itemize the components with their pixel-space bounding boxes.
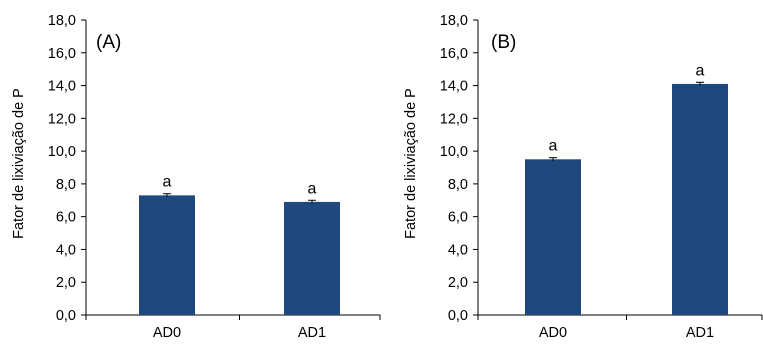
y-tick-label: 6,0 [448, 210, 468, 226]
y-axis-label: Fator de lixiviação de P [403, 88, 419, 239]
x-category-label: AD1 [298, 325, 326, 341]
panel-label: (A) [96, 32, 121, 53]
x-category-label: AD1 [686, 325, 714, 341]
significance-letter: a [163, 174, 172, 191]
x-category-label: AD0 [539, 325, 567, 341]
y-tick-label: 16,0 [48, 46, 76, 62]
y-tick-label: 2,0 [448, 275, 468, 291]
significance-letter: a [696, 62, 705, 79]
y-tick-label: 10,0 [440, 144, 468, 160]
y-tick-label: 16,0 [440, 46, 468, 62]
x-category-label: AD0 [153, 325, 181, 341]
y-tick-label: 12,0 [440, 111, 468, 127]
significance-letter: a [308, 180, 317, 197]
y-tick-label: 4,0 [56, 242, 76, 258]
y-tick-label: 4,0 [448, 242, 468, 258]
chart-panel-a: 0,0 2,0 4,0 6,0 8,0 10,0 12,0 14,0 16,0 18,0 Fator… [11, 13, 381, 341]
chart-panel-b: 0,0 2,0 4,0 6,0 8,0 10,0 12,0 14,0 16,0 18,0 Fator… [403, 13, 763, 341]
y-tick-label: 18,0 [440, 13, 468, 29]
y-axis-label: Fator de lixiviação de P [11, 88, 27, 239]
y-tick-label: 8,0 [448, 177, 468, 193]
y-tick-label: 12,0 [48, 111, 76, 127]
bar-ad0 [525, 159, 581, 315]
y-tick-label: 2,0 [56, 275, 76, 291]
bar-ad1 [284, 201, 340, 315]
y-tick-label: 6,0 [56, 210, 76, 226]
y-tick-label: 10,0 [48, 144, 76, 160]
y-tick-label: 14,0 [48, 79, 76, 95]
y-tick-label: 8,0 [56, 177, 76, 193]
y-tick-label: 0,0 [56, 308, 76, 324]
y-tick-label: 0,0 [448, 308, 468, 324]
bar-ad0 [139, 195, 195, 315]
bar-ad1 [672, 83, 728, 316]
y-tick-label: 18,0 [48, 13, 76, 29]
significance-letter: a [549, 138, 558, 155]
panel-label: (B) [491, 32, 516, 53]
y-tick-label: 14,0 [440, 79, 468, 95]
